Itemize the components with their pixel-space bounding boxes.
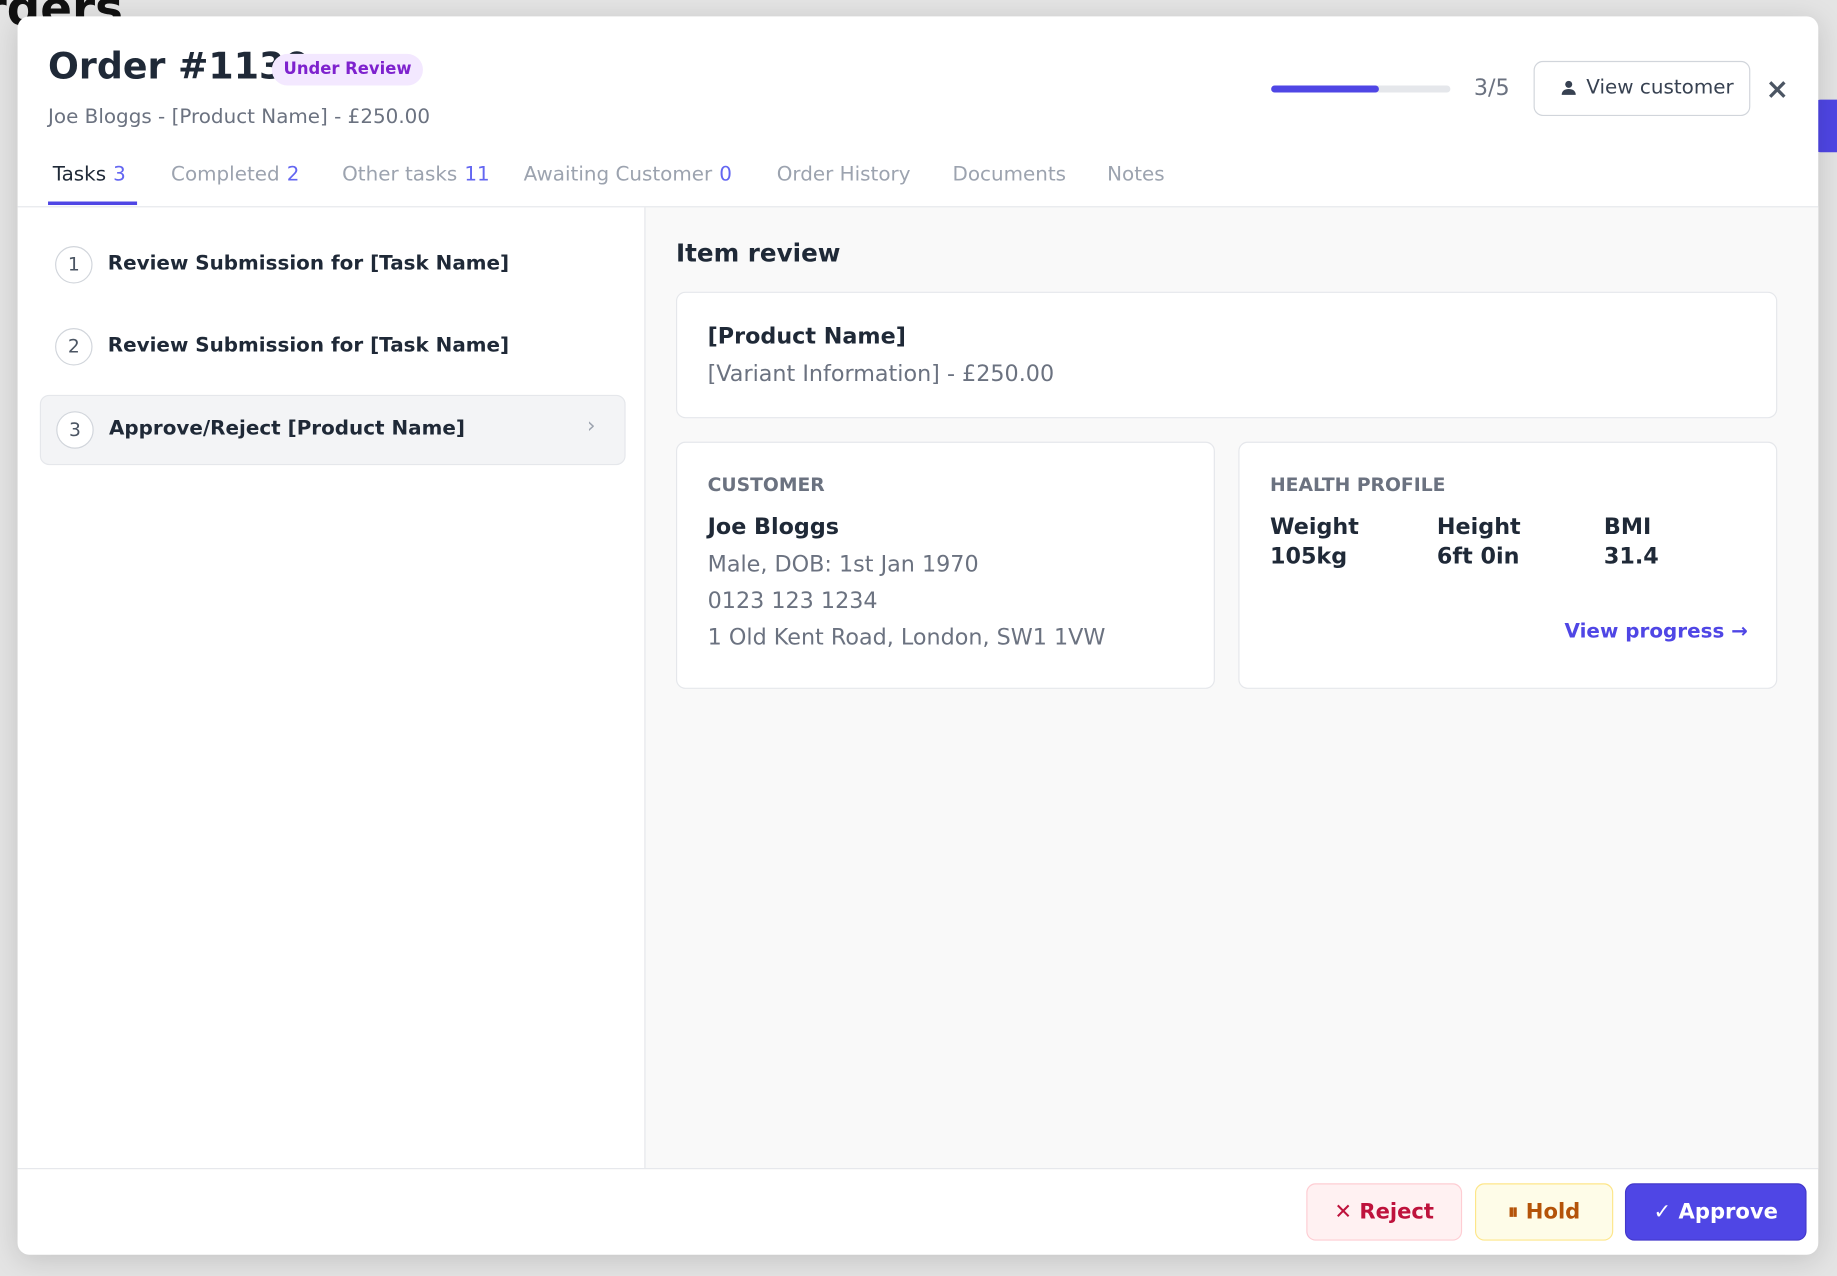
task-label: Review Submission for [Task Name]	[107, 333, 510, 358]
task-label: Review Submission for [Task Name]	[107, 251, 510, 276]
hold-button[interactable]: ⏸ Hold	[1474, 1183, 1614, 1241]
tab[interactable]: Order History	[777, 165, 911, 185]
tab[interactable]: Completed 2	[171, 165, 299, 185]
modal: Order #1130 Under Review Joe Bloggs - [P…	[17, 16, 1819, 1255]
task-number: 1	[55, 246, 93, 284]
customer-line: Male, DOB: 1st Jan 1970	[707, 551, 979, 578]
status-badge: Under Review	[271, 53, 424, 86]
task-label: Approve/Reject [Product Name]	[108, 417, 465, 441]
progress-label: 3/5	[1473, 74, 1510, 101]
tab-count: 0	[719, 162, 732, 187]
tab[interactable]: Notes	[1107, 165, 1165, 185]
customer-line: 1 Old Kent Road, London, SW1 1VW	[707, 624, 1106, 651]
divider	[17, 206, 1819, 208]
view-progress-link[interactable]: View progress →	[1564, 619, 1748, 644]
progress-track	[1271, 85, 1451, 93]
metric-label: BMI	[1603, 514, 1652, 541]
order-subtitle: Joe Bloggs - [Product Name] - £250.00	[48, 105, 431, 129]
task-item[interactable]: 1 Review Submission for [Task Name]	[40, 231, 623, 299]
background-button	[1813, 99, 1837, 153]
tab[interactable]: Awaiting Customer 0	[524, 165, 732, 185]
view-customer-label: View customer	[1586, 76, 1734, 100]
section-title: Item review	[675, 238, 841, 268]
tab[interactable]: Other tasks 11	[342, 165, 490, 185]
chevron: ›	[586, 413, 596, 439]
active-tab-underline	[48, 201, 138, 206]
health-card: HEALTH PROFILE Weight 105kg Height 6ft 0in B…	[1238, 441, 1778, 689]
tab[interactable]: Tasks 3	[53, 165, 126, 185]
product-name: [Product Name]	[707, 323, 906, 350]
customer-heading: CUSTOMER	[707, 473, 825, 496]
footer-divider	[17, 1168, 1819, 1170]
task-item[interactable]: 2 Review Submission for [Task Name]	[40, 313, 623, 381]
approve-button[interactable]: ✓ Approve	[1624, 1183, 1807, 1241]
tab-label: Documents	[952, 162, 1067, 187]
user-icon	[1561, 80, 1576, 95]
tab[interactable]: Documents	[952, 165, 1066, 185]
tab-label: Notes	[1107, 162, 1165, 187]
tab-label: Order History	[776, 162, 911, 187]
product-detail: [Variant Information] - £250.00	[707, 360, 1055, 387]
tab-count: 11	[464, 162, 490, 187]
customer-card: CUSTOMER Joe Bloggs Male, DOB: 1st Jan 1…	[675, 441, 1215, 689]
metric-value: 6ft 0in	[1436, 543, 1520, 570]
tab-count: 3	[113, 162, 126, 187]
tab-label: Awaiting Customer	[523, 162, 713, 187]
view-customer-button[interactable]: View customer	[1533, 60, 1751, 116]
customer-line: 0123 123 1234	[707, 588, 878, 614]
task-number: 3	[56, 411, 94, 449]
tab-label: Other tasks	[342, 162, 458, 187]
tab-label: Completed	[171, 162, 280, 187]
health-heading: HEALTH PROFILE	[1269, 473, 1446, 496]
customer-name: Joe Bloggs	[707, 514, 840, 541]
reject-button[interactable]: ✕ Reject	[1306, 1183, 1463, 1241]
progress-fill	[1271, 85, 1379, 93]
metric-label: Weight	[1269, 514, 1359, 541]
task-number: 2	[55, 328, 93, 366]
close-button[interactable]: ×	[1765, 72, 1790, 106]
task-item[interactable]: 3 Approve/Reject [Product Name] ›	[39, 394, 626, 466]
metric-value: 105kg	[1269, 543, 1348, 570]
metric-value: 31.4	[1603, 543, 1659, 570]
product-card: [Product Name] [Variant Information] - £…	[675, 291, 1778, 419]
tab-label: Tasks	[52, 162, 107, 187]
tab-count: 2	[286, 162, 300, 187]
metric-label: Height	[1436, 514, 1521, 541]
order-title: Order #1130	[48, 45, 310, 88]
